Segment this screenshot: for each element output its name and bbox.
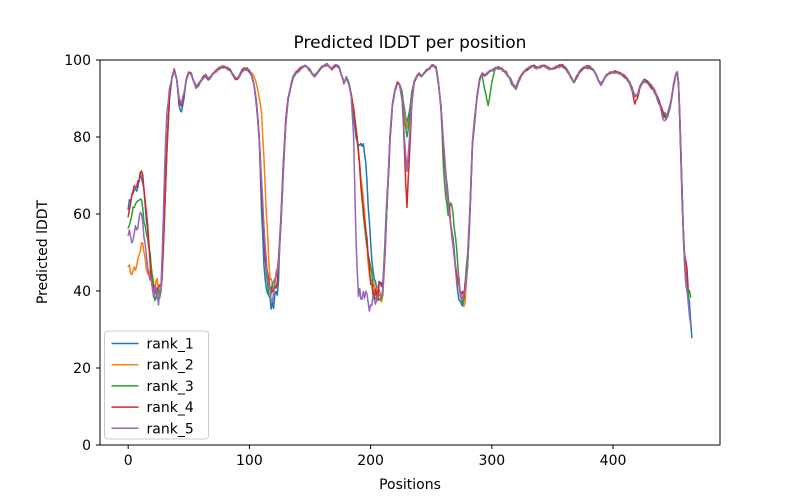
y-tick-label: 100 [64, 53, 91, 69]
x-tick-label: 100 [236, 453, 263, 469]
x-tick-label: 200 [357, 453, 384, 469]
x-tick-label: 0 [124, 453, 133, 469]
series-line-rank_5 [127, 63, 692, 325]
legend-box [104, 330, 209, 440]
y-tick-label: 20 [73, 361, 91, 377]
y-tick-label: 40 [73, 284, 91, 300]
x-tick-label: 300 [478, 453, 505, 469]
y-axis-ticks: 0 20 40 60 80 100 [64, 53, 100, 454]
plot-border [99, 59, 721, 446]
legend-entry: rank_5 [111, 421, 194, 437]
legend-entry: rank_1 [111, 337, 194, 353]
legend-label: rank_4 [147, 400, 194, 416]
x-axis-ticks: 0 100 200 300 400 [124, 445, 627, 469]
legend-entry: rank_3 [111, 379, 194, 395]
y-tick-label: 80 [73, 130, 91, 146]
series-line-rank_4 [127, 62, 689, 302]
legend-label: rank_5 [147, 421, 194, 437]
legend-label: rank_2 [147, 358, 194, 374]
legend: rank_1 rank_2 rank_3 rank_4 rank_5 [104, 330, 209, 440]
legend-label: rank_1 [147, 337, 194, 353]
series-lines [127, 62, 693, 339]
y-axis-label: Predicted lDDT [35, 199, 51, 304]
y-tick-label: 60 [73, 207, 91, 223]
series-line-rank_3 [127, 64, 692, 306]
legend-entry: rank_4 [111, 400, 194, 416]
y-tick-label: 0 [82, 438, 91, 454]
chart-title: Predicted lDDT per position [294, 33, 527, 53]
series-line-rank_2 [127, 64, 687, 308]
x-tick-label: 400 [600, 453, 627, 469]
legend-label: rank_3 [147, 379, 194, 395]
legend-entry: rank_2 [111, 358, 194, 374]
x-axis-label: Positions [379, 477, 441, 493]
